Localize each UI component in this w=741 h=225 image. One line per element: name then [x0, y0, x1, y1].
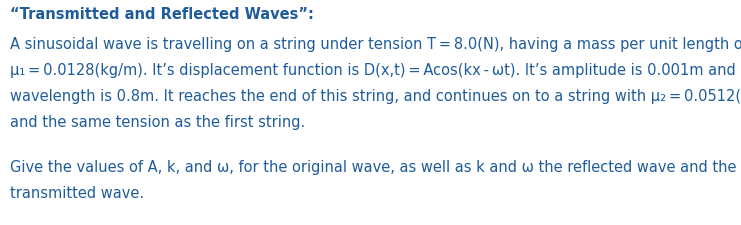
Text: μ₁ = 0.0128(kg/m). It’s displacement function is D(x,t) = Acos(kx - ωt). It’s am: μ₁ = 0.0128(kg/m). It’s displacement fun…: [10, 63, 741, 78]
Text: “Transmitted and Reflected Waves”:: “Transmitted and Reflected Waves”:: [10, 7, 314, 22]
Text: and the same tension as the first string.: and the same tension as the first string…: [10, 115, 305, 130]
Text: A sinusoidal wave is travelling on a string under tension T = 8.0(N), having a m: A sinusoidal wave is travelling on a str…: [10, 37, 741, 52]
Text: Give the values of A, k, and ω, for the original wave, as well as k and ω the re: Give the values of A, k, and ω, for the …: [10, 160, 737, 175]
Text: wavelength is 0.8m. It reaches the end of this string, and continues on to a str: wavelength is 0.8m. It reaches the end o…: [10, 89, 741, 104]
Text: transmitted wave.: transmitted wave.: [10, 186, 144, 201]
